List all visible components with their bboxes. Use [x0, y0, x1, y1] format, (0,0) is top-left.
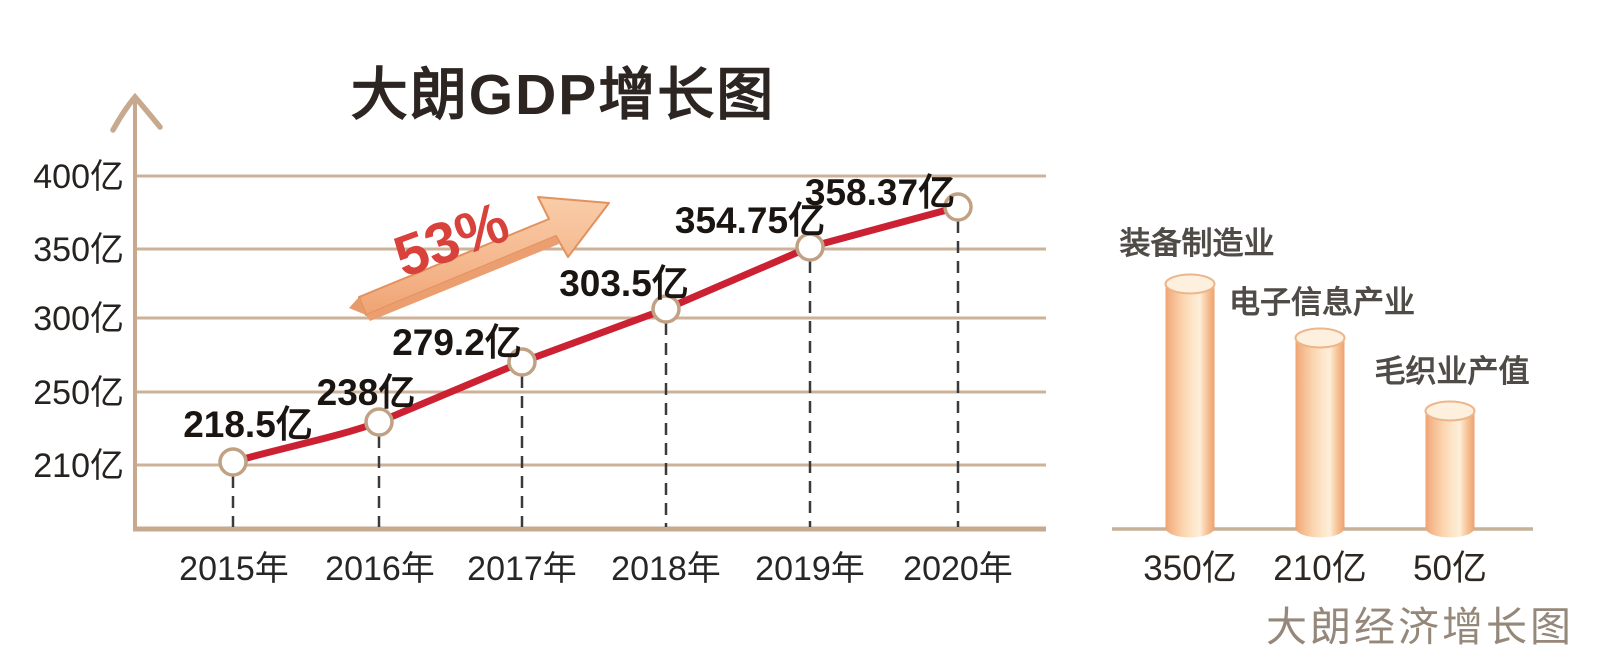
bar-value-label: 210亿: [1273, 549, 1366, 588]
growth-arrow: [349, 196, 610, 321]
data-point-2015: [218, 447, 248, 477]
data-point-label: 279.2亿: [392, 322, 522, 363]
y-axis-label: 210亿: [33, 447, 124, 485]
y-axis-label: 350亿: [33, 231, 124, 269]
bar-body: [1295, 338, 1345, 528]
x-axis-label: 2019年: [755, 550, 865, 588]
x-axis-label: 2018年: [611, 550, 721, 588]
economy-bar-chart: 装备制造业 电子信息产业 毛织业产值 350亿 210亿 50亿 大朗经济增长图: [1112, 226, 1574, 650]
growth-arrow-shade: [366, 236, 559, 321]
x-axis-label: 2020年: [903, 550, 1013, 588]
y-axis-label: 300亿: [33, 300, 124, 338]
data-point-2018: [651, 294, 681, 324]
data-point-label: 238亿: [317, 372, 416, 413]
data-point-label: 218.5亿: [183, 404, 313, 445]
bar-label: 毛织业产值: [1375, 354, 1530, 389]
data-point-label: 354.75亿: [675, 200, 825, 241]
y-axis-arrow-icon: [110, 92, 163, 133]
bar-cylinder-electronics: [1294, 327, 1346, 538]
bar-label: 装备制造业: [1120, 226, 1275, 261]
data-point-2017: [507, 347, 537, 377]
y-axis-label: 250亿: [33, 374, 124, 412]
gdp-line-chart: 大朗GDP增长图 400亿 350亿 300亿 250亿 210亿 53%: [33, 63, 1046, 588]
data-point-label: 303.5亿: [559, 263, 689, 304]
y-axis-label: 400亿: [33, 158, 124, 196]
bar-body: [1425, 411, 1475, 528]
growth-arrow-tail-fold: [349, 297, 366, 315]
line-chart-title: 大朗GDP增长图: [351, 63, 776, 127]
x-axis-label: 2015年: [179, 550, 289, 588]
x-axis-label: 2016年: [325, 550, 435, 588]
bar-top: [1424, 400, 1476, 422]
bar-top: [1294, 327, 1346, 349]
bar-cylinder-wool: [1424, 400, 1476, 538]
data-point-2016: [364, 407, 394, 437]
bar-value-label: 350亿: [1143, 549, 1236, 588]
gdp-line: [229, 203, 962, 466]
data-point-label: 358.37亿: [805, 172, 955, 213]
data-point-2020: [943, 192, 973, 222]
bar-top: [1164, 273, 1216, 295]
bar-label: 电子信息产业: [1229, 285, 1415, 320]
bar-chart-caption: 大朗经济增长图: [1266, 604, 1574, 650]
bar-cylinder-equipment: [1164, 273, 1216, 538]
bar-body: [1165, 284, 1215, 528]
x-axis-label: 2017年: [467, 550, 577, 588]
bar-value-label: 50亿: [1413, 549, 1487, 588]
data-point-2019: [795, 232, 825, 262]
